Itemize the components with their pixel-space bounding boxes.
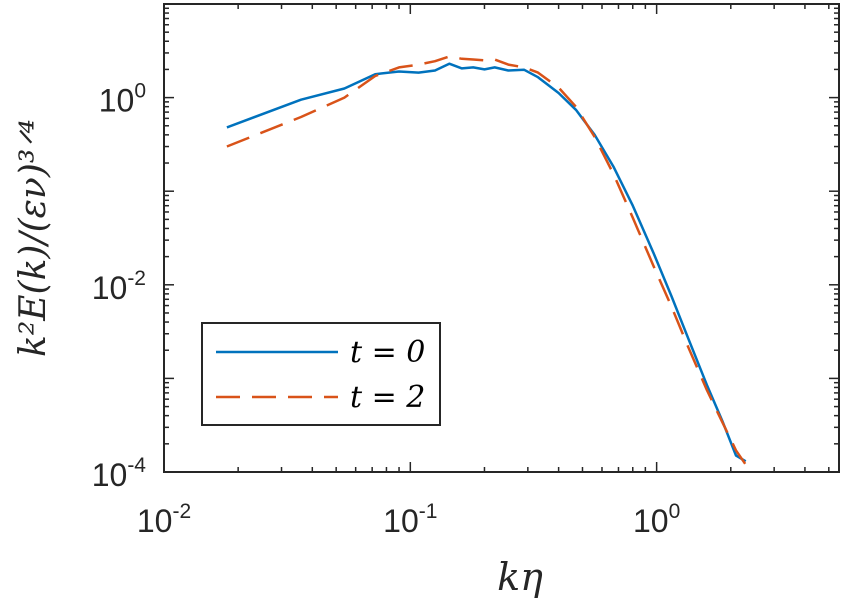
- x-tick-label: 10-2: [137, 500, 191, 539]
- legend-box: [201, 322, 441, 426]
- legend-label-t2: t = 2: [350, 380, 425, 415]
- x-axis-label: kη: [497, 555, 543, 599]
- x-tick-label: 10-1: [383, 500, 437, 539]
- y-tick-label: 10-4: [92, 454, 147, 493]
- x-tick-label: 100: [633, 500, 680, 539]
- series-line-t0: [226, 62, 747, 463]
- legend-label-t0: t = 0: [350, 335, 425, 370]
- y-tick-label: 100: [99, 80, 146, 119]
- axis-ticks: [163, 3, 839, 473]
- series-line-t2: [226, 55, 747, 466]
- legend: t = 0 t = 2: [201, 322, 441, 426]
- y-tick-label: 10-2: [92, 267, 146, 306]
- y-axis-label: k²E(k)/(εν)³ᐟ⁴: [13, 119, 54, 357]
- series-layer: [226, 55, 747, 466]
